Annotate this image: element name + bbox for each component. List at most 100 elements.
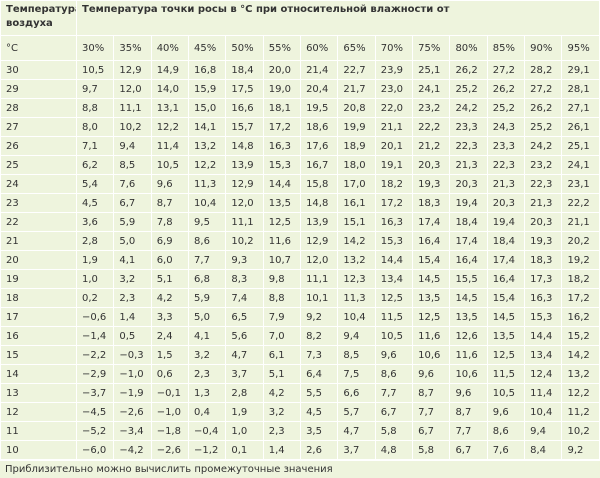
cell: 12,5 bbox=[262, 212, 302, 232]
row-label: 15 bbox=[0, 345, 77, 365]
row-label: 18 bbox=[0, 288, 77, 308]
cell: 4,7 bbox=[337, 421, 376, 441]
cell: 23,3 bbox=[449, 117, 488, 137]
cell: 26,2 bbox=[449, 60, 488, 80]
cell: 21,3 bbox=[524, 193, 563, 213]
cell: 10,2 bbox=[113, 117, 152, 137]
cell: 6,6 bbox=[337, 383, 376, 403]
cell: 3,7 bbox=[225, 364, 264, 384]
column-header: 65% bbox=[337, 35, 376, 61]
cell: 0,5 bbox=[113, 326, 152, 346]
cell: 7,8 bbox=[150, 212, 190, 232]
cell: 5,6 bbox=[225, 326, 264, 346]
cell: 0,1 bbox=[225, 440, 264, 460]
cell: 5,7 bbox=[337, 402, 376, 422]
cell: 8,7 bbox=[412, 383, 451, 403]
cell: 13,4 bbox=[524, 345, 563, 365]
data-row: 22 3,6 5,9 7,8 9,5 11,1 12,5 13,9 15,1 16,3 17,4 18… bbox=[0, 212, 600, 232]
cell: 6,4 bbox=[300, 364, 339, 384]
cell: 5,0 bbox=[188, 307, 227, 327]
cell: 18,4 bbox=[449, 212, 488, 232]
cell: 18,0 bbox=[337, 155, 376, 175]
cell: 18,6 bbox=[300, 117, 339, 137]
cell: 1,3 bbox=[188, 383, 227, 403]
table-body: Температура воздуха Температура точки ро… bbox=[0, 0, 600, 460]
cell: 11,1 bbox=[113, 98, 152, 118]
data-row: 10 −6,0 −4,2 −2,6 −1,2 0,1 1,4 2,6 3,7 4,8 5,8 6,7 7… bbox=[0, 440, 600, 460]
cell: 8,6 bbox=[486, 421, 526, 441]
cell: 13,1 bbox=[150, 98, 190, 118]
cell: 6,0 bbox=[150, 250, 190, 270]
cell: 12,9 bbox=[113, 60, 152, 80]
cell: 18,1 bbox=[262, 98, 302, 118]
cell: 20,4 bbox=[300, 79, 339, 99]
cell: 9,2 bbox=[300, 307, 339, 327]
column-header: 35% bbox=[113, 35, 152, 61]
cell: 8,5 bbox=[113, 155, 152, 175]
column-header: 85% bbox=[486, 35, 526, 61]
cell: 12,5 bbox=[374, 288, 414, 308]
cell: 15,3 bbox=[262, 155, 302, 175]
cell: 22,2 bbox=[412, 117, 451, 137]
cell: 9,6 bbox=[412, 364, 451, 384]
column-header: 30% bbox=[75, 35, 115, 61]
cell: 11,2 bbox=[561, 402, 600, 422]
cell: 2,8 bbox=[225, 383, 264, 403]
cell: 15,3 bbox=[374, 231, 414, 251]
cell: 10,4 bbox=[337, 307, 376, 327]
cell: 21,1 bbox=[561, 212, 600, 232]
cell: 9,4 bbox=[113, 136, 152, 156]
cell: 11,1 bbox=[300, 269, 339, 289]
cell: 7,0 bbox=[262, 326, 302, 346]
cell: 4,5 bbox=[300, 402, 339, 422]
corner-cell: Температура воздуха bbox=[0, 0, 77, 36]
cell: 21,3 bbox=[449, 155, 488, 175]
cell: 11,3 bbox=[188, 174, 227, 194]
cell: 8,6 bbox=[374, 364, 414, 384]
cell: 19,3 bbox=[412, 174, 451, 194]
data-row: 12 −4,5 −2,6 −1,0 0,4 1,9 3,2 4,5 5,7 6,7 7,7 8,7 9,… bbox=[0, 402, 600, 422]
cell: 3,2 bbox=[113, 269, 152, 289]
cell: 20,3 bbox=[449, 174, 488, 194]
cell: 15,4 bbox=[486, 288, 526, 308]
cell: 16,1 bbox=[337, 193, 376, 213]
cell: 10,2 bbox=[225, 231, 264, 251]
cell: 4,7 bbox=[225, 345, 264, 365]
cell: 5,4 bbox=[75, 174, 115, 194]
cell: 23,2 bbox=[524, 155, 563, 175]
cell: 11,6 bbox=[449, 345, 488, 365]
cell: 12,0 bbox=[300, 250, 339, 270]
cell: 11,4 bbox=[150, 136, 190, 156]
row-label: 14 bbox=[0, 364, 77, 384]
cell: 21,7 bbox=[337, 79, 376, 99]
cell: 13,5 bbox=[412, 288, 451, 308]
cell: 0,6 bbox=[150, 364, 190, 384]
cell: 23,1 bbox=[561, 174, 600, 194]
cell: 19,0 bbox=[262, 79, 302, 99]
cell: 2,6 bbox=[300, 440, 339, 460]
column-header: 45% bbox=[188, 35, 227, 61]
cell: 9,7 bbox=[75, 79, 115, 99]
cell: 3,2 bbox=[188, 345, 227, 365]
row-label: 27 bbox=[0, 117, 77, 137]
cell: 7,1 bbox=[75, 136, 115, 156]
data-row: 21 2,8 5,0 6,9 8,6 10,2 11,6 12,9 14,2 15,3 16,4 17… bbox=[0, 231, 600, 251]
cell: 5,8 bbox=[374, 421, 414, 441]
cell: 14,2 bbox=[337, 231, 376, 251]
cell: 5,0 bbox=[113, 231, 152, 251]
cell: 5,8 bbox=[412, 440, 451, 460]
cell: 12,0 bbox=[225, 193, 264, 213]
cell: 25,1 bbox=[412, 60, 451, 80]
cell: 19,3 bbox=[524, 231, 563, 251]
data-row: 24 5,4 7,6 9,6 11,3 12,9 14,4 15,8 17,0 18,2 19,3 2… bbox=[0, 174, 600, 194]
cell: 4,1 bbox=[188, 326, 227, 346]
cell: 8,0 bbox=[75, 117, 115, 137]
cell: 5,5 bbox=[300, 383, 339, 403]
column-header: 75% bbox=[412, 35, 451, 61]
cell: 15,7 bbox=[225, 117, 264, 137]
cell: 12,2 bbox=[150, 117, 190, 137]
cell: −5,2 bbox=[75, 421, 115, 441]
cell: 1,4 bbox=[262, 440, 302, 460]
cell: 24,1 bbox=[561, 155, 600, 175]
